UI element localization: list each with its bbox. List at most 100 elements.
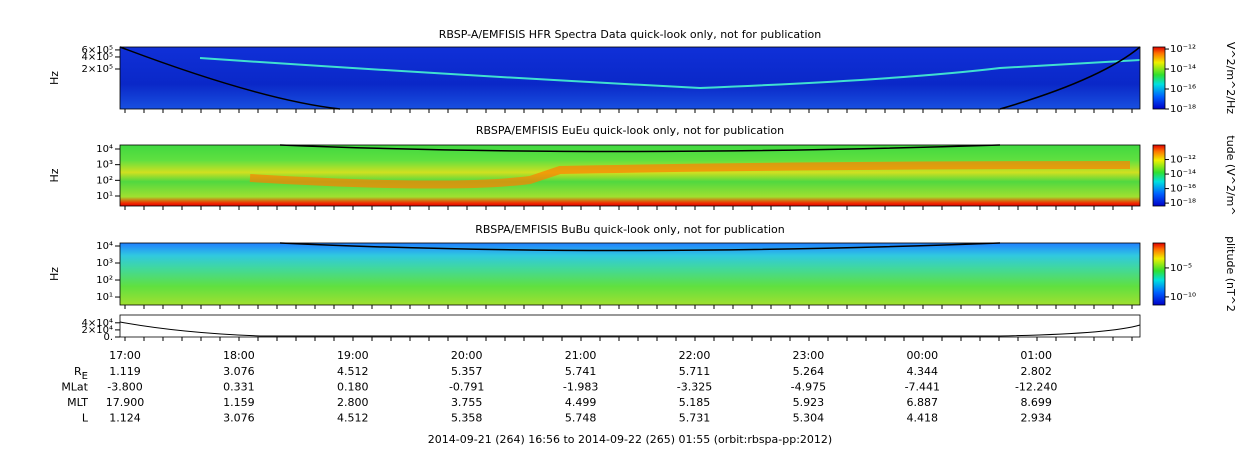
ephemeris-value: 5.711 xyxy=(679,365,711,378)
panel-title: RBSP-A/EMFISIS HFR Spectra Data quick-lo… xyxy=(439,28,822,41)
panel-title: RBSPA/EMFISIS EuEu quick-look only, not … xyxy=(476,124,784,137)
ephemeris-value: 5.358 xyxy=(451,412,483,425)
x-tick-label: 18:00 xyxy=(223,349,255,362)
y-tick-label: 10³ xyxy=(96,258,113,269)
ephemeris-value: 3.755 xyxy=(451,396,483,409)
spectrogram xyxy=(120,145,1140,206)
colorbar xyxy=(1152,144,1166,207)
plot-frame xyxy=(119,144,1141,207)
colorbar-tick-label: 10⁻¹⁶ xyxy=(1170,84,1196,95)
x-tick-label: 19:00 xyxy=(337,349,369,362)
y-tick-label: 2×10⁴ xyxy=(82,325,113,336)
ephemeris-label-text: R xyxy=(74,365,82,378)
orbit-line xyxy=(119,321,1141,337)
ephemeris-value: -0.791 xyxy=(449,381,484,394)
colorbar-tick-label: 10⁻¹⁸ xyxy=(1170,198,1196,209)
colorbar xyxy=(1152,242,1166,306)
y-tick-label: 10¹ xyxy=(96,292,113,303)
colorbar-label: tude (V^2/m^ xyxy=(1224,135,1237,215)
emission-band xyxy=(249,161,1131,189)
ephemeris-value: 5.748 xyxy=(565,412,597,425)
ephemeris-value: 17.900 xyxy=(106,396,145,409)
y-tick-label: 6×10⁵ xyxy=(82,45,113,56)
ephemeris-value: 4.418 xyxy=(907,412,939,425)
emission-line xyxy=(199,57,1141,90)
x-tick-label: 20:00 xyxy=(451,349,483,362)
ephemeris-value: -7.441 xyxy=(905,381,940,394)
x-tick-label: 17:00 xyxy=(109,349,141,362)
ephemeris-value: 2.934 xyxy=(1020,412,1052,425)
x-tick-label: 23:00 xyxy=(793,349,825,362)
plot-frame xyxy=(119,46,1141,110)
ephemeris-value: 0.331 xyxy=(223,381,255,394)
ephemeris-value: 2.802 xyxy=(1020,365,1052,378)
plot-frame xyxy=(119,314,1141,338)
ephemeris-value: -3.800 xyxy=(107,381,142,394)
x-tick-label: 01:00 xyxy=(1020,349,1052,362)
y-axis-label: Hz xyxy=(48,71,61,85)
ephemeris-value: 4.344 xyxy=(907,365,939,378)
ephemeris-label: RE xyxy=(74,365,88,382)
x-tick-label: 22:00 xyxy=(679,349,711,362)
y-tick-label: 2×10⁵ xyxy=(82,64,113,75)
footer: 2014-09-21 (264) 16:56 to 2014-09-22 (26… xyxy=(428,433,832,446)
plasma-line xyxy=(279,144,1001,153)
colorbar-tick-label: 10⁻¹² xyxy=(1170,155,1196,166)
colorbar-tick-label: 10⁻¹⁸ xyxy=(1170,104,1196,115)
y-tick-label: 10⁴ xyxy=(96,241,113,252)
ephemeris-value: 1.119 xyxy=(109,365,141,378)
ephemeris-label-text: L xyxy=(82,412,89,425)
ephemeris-value: 3.076 xyxy=(223,365,255,378)
plasma-line xyxy=(279,242,1001,252)
ephemeris-value: 4.512 xyxy=(337,412,369,425)
ephemeris-value: 5.731 xyxy=(679,412,711,425)
colorbar-tick-label: 10⁻¹⁰ xyxy=(1170,292,1196,303)
ephemeris-label-text: MLT xyxy=(67,396,88,409)
colorbar-tick-label: 10⁻¹⁴ xyxy=(1170,64,1196,75)
y-axis-label: Hz xyxy=(48,168,61,182)
colorbar xyxy=(1152,46,1166,110)
y-tick-label: 4×10⁴ xyxy=(82,318,113,329)
plot-frame xyxy=(119,242,1141,306)
ephemeris-value: 2.800 xyxy=(337,396,369,409)
ephemeris-value: 5.357 xyxy=(451,365,483,378)
y-tick-label: 10⁴ xyxy=(96,144,113,155)
y-tick-label: 10¹ xyxy=(96,191,113,202)
spectrogram xyxy=(120,47,1140,109)
ephemeris-value: 4.499 xyxy=(565,396,597,409)
colorbar-tick-label: 10⁻¹² xyxy=(1170,44,1196,55)
ephemeris-value: 5.185 xyxy=(679,396,711,409)
y-tick-label: 0. xyxy=(103,332,113,343)
ephemeris-value: 1.124 xyxy=(109,412,141,425)
ephemeris-label-sub: E xyxy=(82,371,88,382)
y-tick-label: 4×10⁵ xyxy=(82,52,113,63)
spectrogram xyxy=(120,243,1140,305)
ephemeris-value: 5.304 xyxy=(793,412,825,425)
ephemeris-value: -12.240 xyxy=(1015,381,1057,394)
ephemeris-label: L xyxy=(82,412,89,425)
panel-title: RBSPA/EMFISIS BuBu quick-look only, not … xyxy=(475,223,785,236)
y-axis-label: Hz xyxy=(48,267,61,281)
ephemeris-value: -1.983 xyxy=(563,381,598,394)
ephemeris-value: -4.975 xyxy=(791,381,826,394)
ephemeris-value: 6.887 xyxy=(907,396,939,409)
colorbar-label: V^2/m^2/Hz xyxy=(1224,42,1237,114)
y-tick-label: 10² xyxy=(96,175,113,186)
ephemeris-value: 8.699 xyxy=(1020,396,1052,409)
ephemeris-value: 5.741 xyxy=(565,365,597,378)
ephemeris-label: MLT xyxy=(67,396,88,409)
y-tick-label: 10³ xyxy=(96,160,113,171)
x-tick-label: 21:00 xyxy=(565,349,597,362)
spectrogram-layer xyxy=(119,46,1141,337)
colorbar-tick-label: 10⁻¹⁴ xyxy=(1170,169,1196,180)
ephemeris-value: 5.264 xyxy=(793,365,825,378)
ephemeris-value: 1.159 xyxy=(223,396,255,409)
ephemeris-value: 5.923 xyxy=(793,396,825,409)
plasma-line xyxy=(119,46,1141,110)
y-tick-label: 10² xyxy=(96,275,113,286)
ephemeris-label-text: MLat xyxy=(61,381,88,394)
colorbar-tick-label: 10⁻¹⁶ xyxy=(1170,184,1196,195)
ephemeris-label: MLat xyxy=(61,381,88,394)
